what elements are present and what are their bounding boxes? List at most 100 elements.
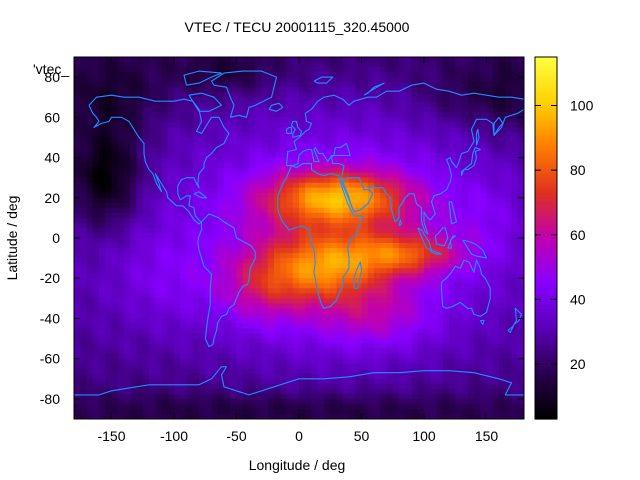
heatmap-cell — [280, 348, 288, 355]
heatmap-cell — [461, 192, 469, 199]
heatmap-cell — [505, 102, 513, 108]
heatmap-cell — [480, 343, 488, 350]
heatmap-cell — [305, 263, 313, 269]
heatmap-cell — [336, 323, 344, 330]
heatmap-cell — [305, 137, 313, 144]
heatmap-cell — [267, 238, 275, 244]
heatmap-cell — [361, 258, 369, 264]
heatmap-cell — [99, 87, 106, 93]
heatmap-cell — [199, 308, 206, 315]
heatmap-cell — [430, 117, 438, 123]
heatmap-cell — [330, 378, 338, 385]
heatmap-cell — [336, 308, 344, 315]
heatmap-cell — [217, 82, 225, 88]
heatmap-cell — [105, 92, 113, 98]
heatmap-cell — [299, 217, 306, 224]
heatmap-cell — [480, 373, 488, 380]
heatmap-cell — [124, 253, 131, 259]
heatmap-cell — [174, 107, 181, 113]
heatmap-cell — [411, 102, 419, 108]
heatmap-cell — [186, 87, 194, 93]
heatmap-cell — [130, 258, 138, 264]
heatmap-cell — [142, 142, 150, 149]
heatmap-cell — [117, 403, 125, 410]
heatmap-cell — [292, 268, 300, 274]
heatmap-cell — [342, 328, 350, 335]
heatmap-cell — [217, 202, 225, 209]
heatmap-cell — [161, 398, 169, 405]
heatmap-cell — [505, 137, 513, 144]
heatmap-cell — [424, 162, 431, 169]
heatmap-cell — [449, 288, 456, 294]
heatmap-cell — [149, 82, 156, 88]
heatmap-cell — [330, 258, 338, 264]
heatmap-cell — [86, 338, 94, 345]
heatmap-cell — [386, 182, 394, 189]
heatmap-cell — [167, 107, 175, 113]
heatmap-cell — [286, 268, 294, 274]
heatmap-cell — [211, 258, 219, 264]
heatmap-cell — [399, 298, 406, 304]
heatmap-cell — [361, 313, 369, 320]
heatmap-cell — [455, 197, 463, 204]
heatmap-cell — [486, 172, 494, 179]
heatmap-cell — [261, 253, 269, 259]
heatmap-cell — [86, 117, 94, 123]
heatmap-cell — [292, 182, 300, 189]
heatmap-cell — [224, 333, 231, 340]
heatmap-cell — [424, 232, 431, 239]
heatmap-cell — [467, 363, 475, 370]
heatmap-cell — [305, 207, 313, 214]
heatmap-cell — [367, 232, 375, 239]
heatmap-cell — [411, 57, 419, 63]
heatmap-cell — [367, 323, 375, 330]
heatmap-cell — [392, 112, 400, 118]
heatmap-cell — [130, 268, 138, 274]
heatmap-cell — [117, 298, 125, 304]
heatmap-cell — [492, 182, 500, 189]
heatmap-cell — [299, 137, 306, 144]
heatmap-cell — [186, 222, 194, 229]
heatmap-cell — [105, 197, 113, 204]
heatmap-cell — [286, 353, 294, 360]
heatmap-cell — [136, 227, 144, 234]
heatmap-cell — [236, 363, 244, 370]
heatmap-cell — [442, 232, 450, 239]
heatmap-cell — [386, 313, 394, 320]
heatmap-cell — [311, 92, 319, 98]
heatmap-cell — [80, 107, 88, 113]
heatmap-cell — [161, 238, 169, 244]
heatmap-cell — [424, 92, 431, 98]
heatmap-cell — [511, 82, 519, 88]
heatmap-cell — [224, 268, 231, 274]
heatmap-cell — [386, 147, 394, 154]
heatmap-cell — [467, 378, 475, 385]
heatmap-cell — [386, 102, 394, 108]
heatmap-cell — [317, 318, 325, 325]
heatmap-cell — [392, 348, 400, 355]
heatmap-cell — [142, 162, 150, 169]
heatmap-cell — [474, 207, 481, 214]
heatmap-cell — [374, 182, 381, 189]
heatmap-cell — [130, 248, 138, 254]
heatmap-cell — [74, 192, 81, 199]
heatmap-cell — [349, 107, 356, 113]
heatmap-cell — [224, 117, 231, 123]
heatmap-cell — [199, 268, 206, 274]
heatmap-cell — [105, 57, 113, 63]
heatmap-cell — [467, 147, 475, 154]
heatmap-cell — [311, 162, 319, 169]
heatmap-cell — [174, 57, 181, 63]
heatmap-cell — [405, 62, 413, 68]
heatmap-cell — [130, 353, 138, 360]
heatmap-cell — [167, 338, 175, 345]
heatmap-cell — [467, 157, 475, 164]
heatmap-cell — [449, 172, 456, 179]
heatmap-cell — [274, 72, 281, 78]
heatmap-cell — [149, 187, 156, 194]
heatmap-cell — [399, 192, 406, 199]
heatmap-cell — [392, 388, 400, 395]
heatmap-cell — [142, 112, 150, 118]
heatmap-cell — [317, 222, 325, 229]
heatmap-cell — [355, 383, 363, 390]
